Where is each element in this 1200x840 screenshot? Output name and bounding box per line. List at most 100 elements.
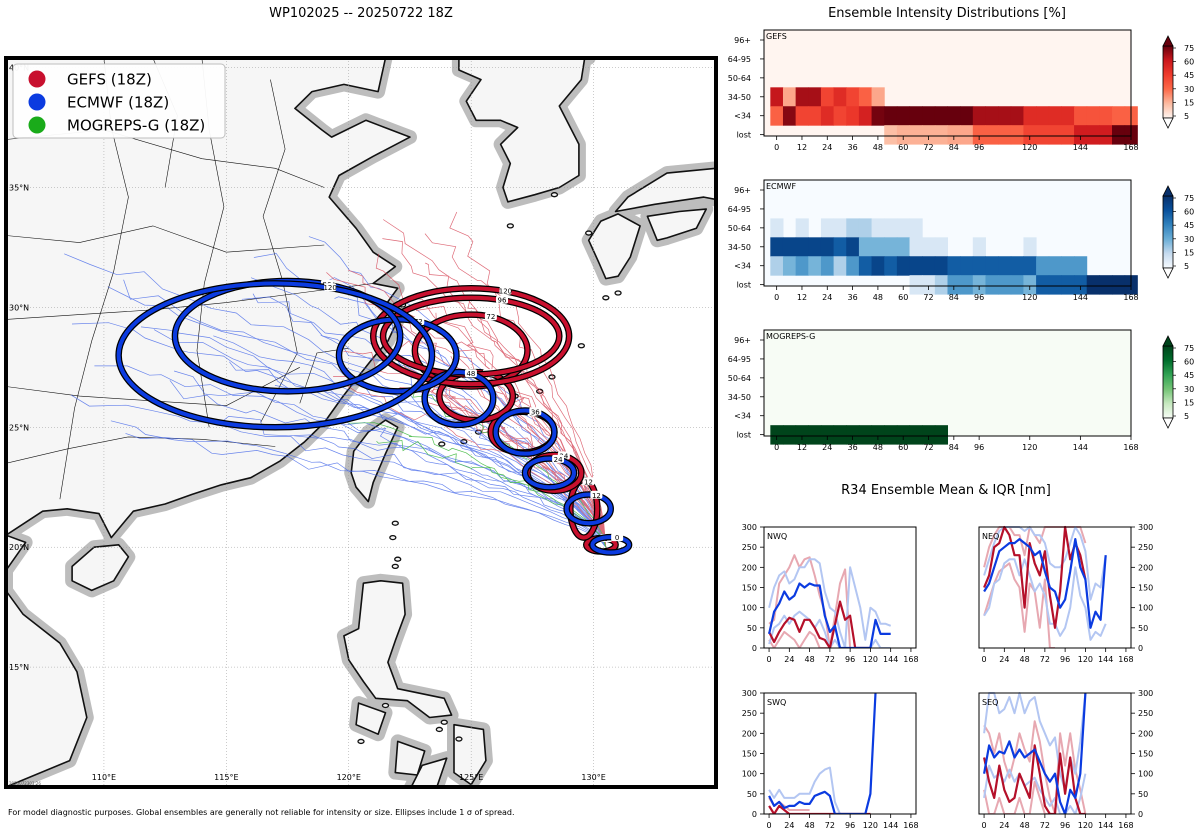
track-line xyxy=(213,335,607,548)
heatmap-cell xyxy=(960,256,974,276)
x-tick-label: 72 xyxy=(1040,821,1050,830)
y-tick-label: 100 xyxy=(742,604,757,613)
ecmwf-mean-line xyxy=(983,537,1107,629)
heatmap-cell xyxy=(998,256,1012,276)
x-tick-label: 72 xyxy=(825,821,835,830)
heatmap-cell xyxy=(884,237,898,257)
row-label: 96+ xyxy=(734,336,751,345)
r34-title: R34 Ensemble Mean & IQR [nm] xyxy=(841,483,1051,498)
heatmap-cell xyxy=(795,237,809,257)
ellipse-label-bg xyxy=(590,490,603,499)
heatmap-cell xyxy=(782,237,797,257)
heatmap-frame xyxy=(763,179,1132,287)
ellipse-label: 12 xyxy=(592,492,601,500)
x-tick-label: 72 xyxy=(1040,655,1050,664)
gefs-mean-line xyxy=(983,744,1086,814)
y-tick-label: 200 xyxy=(1138,563,1153,572)
heatmap-cell xyxy=(820,87,835,107)
heatmap-cell xyxy=(846,218,860,238)
colorbar-tick-label: 15 xyxy=(1184,398,1194,407)
track-line xyxy=(169,380,607,548)
heatmap-cell xyxy=(922,237,936,257)
heatmap-mogreps-g: 96+ 64-95 50-64 34-50 <34 lost MOGREPS-G 0 12 24 3… xyxy=(728,329,1194,452)
x-tick-label: 84 xyxy=(949,293,959,302)
heatmap-cell xyxy=(1086,106,1100,126)
ellipse-label-bg xyxy=(582,477,595,486)
heatmap-cell xyxy=(1061,256,1075,276)
heatmap-cell xyxy=(998,106,1012,126)
island xyxy=(357,738,365,745)
r34-frame xyxy=(978,526,1132,649)
heatmap-cell xyxy=(808,237,822,257)
y-tick-label: 100 xyxy=(1138,604,1153,613)
y-tick-label: 200 xyxy=(742,729,757,738)
island xyxy=(394,556,402,562)
x-tick-label: 120 xyxy=(1022,443,1037,452)
heatmap-cell xyxy=(1036,256,1050,276)
heatmap-cell xyxy=(871,237,885,257)
heatmap-cell xyxy=(960,106,974,126)
heatmap-cell xyxy=(922,275,936,295)
x-tick-label: 84 xyxy=(949,143,959,152)
ellipse-label: 24 xyxy=(559,452,568,460)
heatmap-cell xyxy=(795,106,809,126)
legend-marker xyxy=(28,70,46,88)
x-tick-label: 168 xyxy=(1123,443,1138,452)
r34-panel-seq: SEQ 0 24 48 72 96 120 144 168 0 50 100 150 200 250 300 xyxy=(978,689,1153,830)
heatmap-cell xyxy=(947,275,961,295)
x-tick-label: 144 xyxy=(1098,655,1113,664)
heatmap-cell xyxy=(1061,125,1075,145)
heatmap-cell xyxy=(884,218,898,238)
ellipse-label: 120 xyxy=(323,284,336,292)
ellipse-label-bg xyxy=(499,286,512,295)
heatmap-cell xyxy=(1048,275,1062,295)
colorbar-max-arrow xyxy=(1162,35,1174,47)
track-line xyxy=(330,419,607,548)
heatmap-cell xyxy=(1074,106,1088,126)
y-tick-label: 50 xyxy=(747,624,757,633)
x-tick-label: 168 xyxy=(1123,143,1138,152)
r34-lines xyxy=(768,554,892,648)
heatmap-cell xyxy=(1074,275,1088,295)
negros-cebu-land xyxy=(410,757,448,787)
r34-frame xyxy=(763,692,917,815)
heatmap-cell xyxy=(833,106,847,126)
x-tick-label: 0 xyxy=(767,655,772,664)
heatmap-cell xyxy=(808,425,822,445)
row-label: 50-64 xyxy=(728,224,751,233)
colorbar-tick-label: 45 xyxy=(1184,221,1194,230)
x-tick-label: 72 xyxy=(825,655,835,664)
x-tick-label: 120 xyxy=(863,821,878,830)
colorbar-tick-label: 45 xyxy=(1184,71,1194,80)
x-tick-label: 0 xyxy=(982,655,987,664)
heatmap-cell xyxy=(846,87,860,107)
heatmap-cell xyxy=(858,237,873,257)
y-tick-label: 0 xyxy=(752,810,757,819)
heatmap-cell xyxy=(858,106,873,126)
x-tick-label: 24 xyxy=(999,821,1009,830)
heatmap-cell xyxy=(871,218,885,238)
japan-shikoku-land xyxy=(646,208,708,242)
heatmap-cell xyxy=(808,106,822,126)
heatmap-cell xyxy=(909,106,923,126)
r34-lines xyxy=(768,692,877,814)
row-label: lost xyxy=(737,431,751,440)
colorbar-tick-label: 30 xyxy=(1184,235,1194,244)
ellipse-label: 24 xyxy=(554,456,563,464)
row-label: 50-64 xyxy=(728,74,751,83)
heatmap-cell xyxy=(934,425,948,445)
y-tick-label: 200 xyxy=(742,563,757,572)
heatmap-cell xyxy=(985,256,999,276)
heatmap-cell xyxy=(782,256,797,276)
colorbar xyxy=(1162,45,1174,119)
x-tick-label: 144 xyxy=(883,821,898,830)
row-label: <34 xyxy=(734,112,751,121)
heatmap-cell xyxy=(896,425,911,445)
y-tick-label: 250 xyxy=(742,543,757,552)
heatmap-cell xyxy=(1023,256,1037,276)
heatmap-cell xyxy=(1112,106,1126,126)
row-label: 96+ xyxy=(734,186,751,195)
heatmap-cell xyxy=(770,87,784,107)
track-line xyxy=(334,296,607,548)
heatmap-cell xyxy=(909,256,923,276)
